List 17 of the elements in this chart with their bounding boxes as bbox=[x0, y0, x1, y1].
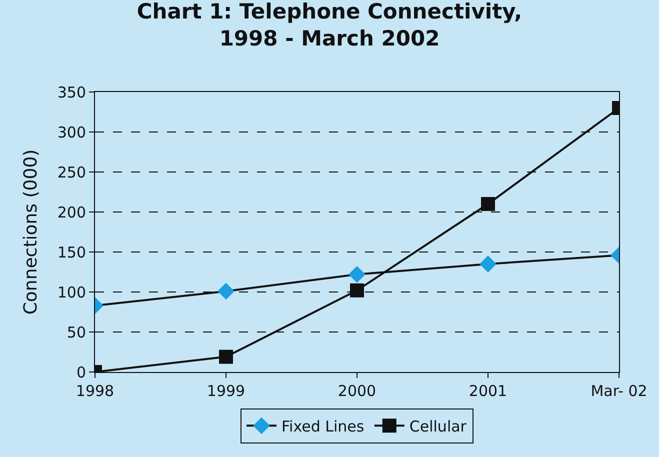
y-tick-label: 250 bbox=[57, 163, 86, 182]
x-tick-label: 2001 bbox=[468, 382, 508, 400]
legend-label: Fixed Lines bbox=[282, 418, 364, 436]
chart-title: Chart 1: Telephone Connectivity, 1998 - March 2002 bbox=[136, 0, 522, 51]
y-tick-label: 200 bbox=[57, 203, 86, 222]
x-tick-label: 2000 bbox=[338, 382, 376, 400]
y-tick-label: 350 bbox=[57, 83, 86, 102]
x-tick-label: Mar- 02 bbox=[590, 382, 648, 400]
y-tick-label: 50 bbox=[66, 323, 86, 342]
x-tick-label: 1998 bbox=[76, 382, 114, 400]
y-tick-label: 100 bbox=[57, 283, 86, 302]
legend-label: Cellular bbox=[409, 418, 468, 436]
y-axis-title: Connections (000) bbox=[20, 149, 42, 315]
y-tick-label: 150 bbox=[57, 243, 86, 262]
y-tick-label: 0 bbox=[76, 363, 86, 382]
y-tick-label: 300 bbox=[57, 123, 86, 142]
x-tick-label: 1999 bbox=[206, 382, 246, 400]
